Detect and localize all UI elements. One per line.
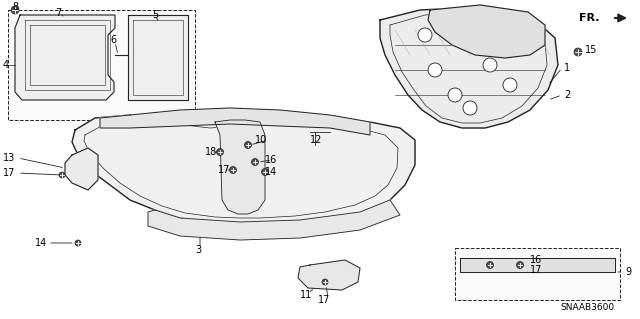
Text: 7: 7 (55, 8, 61, 18)
Circle shape (483, 58, 497, 72)
Polygon shape (298, 260, 360, 290)
Polygon shape (15, 15, 115, 100)
Text: 5: 5 (152, 10, 158, 20)
Polygon shape (460, 258, 615, 272)
Text: 10: 10 (255, 135, 268, 145)
Circle shape (516, 262, 524, 269)
Text: 4: 4 (3, 60, 9, 70)
Text: 11: 11 (300, 290, 312, 300)
Polygon shape (215, 120, 265, 214)
Polygon shape (148, 200, 400, 240)
Circle shape (498, 28, 512, 42)
Circle shape (322, 279, 328, 285)
Text: 9: 9 (625, 267, 631, 277)
Text: 17: 17 (218, 165, 230, 175)
Circle shape (262, 168, 269, 175)
Circle shape (574, 48, 582, 56)
Circle shape (503, 78, 517, 92)
Circle shape (463, 101, 477, 115)
Text: FR.: FR. (579, 13, 600, 23)
Polygon shape (8, 10, 195, 120)
Circle shape (216, 149, 223, 155)
Circle shape (59, 172, 65, 178)
Text: 16: 16 (530, 255, 542, 265)
Text: 16: 16 (265, 155, 277, 165)
Circle shape (252, 159, 259, 166)
Circle shape (448, 88, 462, 102)
Text: 17: 17 (530, 265, 542, 275)
Circle shape (75, 240, 81, 246)
Circle shape (230, 167, 237, 174)
Circle shape (11, 6, 19, 14)
Polygon shape (65, 148, 98, 190)
Circle shape (461, 18, 475, 32)
Text: 14: 14 (35, 238, 47, 248)
Text: 3: 3 (195, 245, 201, 255)
Text: 13: 13 (3, 153, 15, 163)
Text: 17: 17 (3, 168, 15, 178)
Polygon shape (380, 8, 558, 128)
Polygon shape (100, 108, 370, 135)
Text: 18: 18 (205, 147, 217, 157)
Text: 12: 12 (310, 135, 323, 145)
Text: SNAAB3600: SNAAB3600 (560, 303, 614, 313)
Polygon shape (128, 15, 188, 100)
Polygon shape (455, 248, 620, 300)
Circle shape (418, 28, 432, 42)
Circle shape (244, 142, 252, 149)
Text: 14: 14 (265, 167, 277, 177)
Text: 6: 6 (110, 35, 116, 45)
Circle shape (486, 262, 493, 269)
Text: 2: 2 (564, 90, 570, 100)
Text: 1: 1 (564, 63, 570, 73)
Circle shape (428, 63, 442, 77)
Text: 17: 17 (318, 295, 330, 305)
Text: 8: 8 (12, 2, 18, 12)
Polygon shape (72, 115, 415, 225)
Polygon shape (428, 5, 545, 58)
Text: 15: 15 (585, 45, 597, 55)
